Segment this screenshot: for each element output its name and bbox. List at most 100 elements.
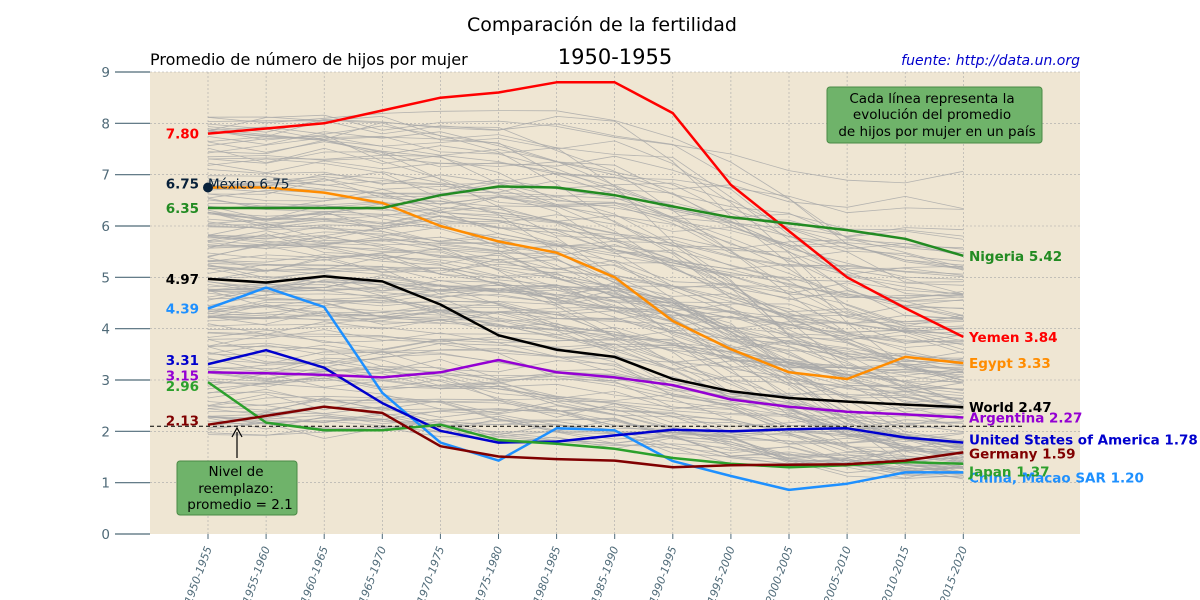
series-start-label: 4.97 <box>166 272 199 288</box>
background-country-line <box>207 211 964 250</box>
background-country-line <box>207 284 964 449</box>
background-country-line <box>207 135 964 214</box>
replacement-box: Nivel de reemplazo: promedio = 2.1 <box>176 426 298 516</box>
series-line-united-states-of-america <box>207 348 964 444</box>
background-country-line <box>207 357 964 455</box>
background-country-line <box>207 136 964 351</box>
background-country-line <box>207 283 964 346</box>
background-country-line <box>207 120 964 269</box>
background-country-line <box>207 115 964 384</box>
replacement-box-line: promedio = 2.1 <box>187 497 292 513</box>
x-tick-label: 1985-1990 <box>589 545 622 600</box>
x-tick-label: 1965-1970 <box>356 545 389 600</box>
background-country-line <box>207 265 964 448</box>
series-line-china-macao-sar <box>207 286 964 492</box>
background-country-line <box>207 215 964 271</box>
background-country-lines <box>207 110 964 480</box>
series-end-label: Nigeria 5.42 <box>969 249 1062 265</box>
series-start-label: 6.35 <box>166 201 199 217</box>
background-country-line <box>207 280 964 354</box>
background-country-line <box>207 236 964 457</box>
background-country-line <box>207 188 964 240</box>
series-line-japan <box>207 381 964 469</box>
x-tick-label: 2000-2005 <box>763 545 796 600</box>
highlighted-point-label: México 6.75 <box>208 177 290 193</box>
y-tick-label: 8 <box>101 116 110 132</box>
background-country-line <box>207 353 964 421</box>
background-country-line <box>207 292 964 348</box>
x-tick-label: 2015-2020 <box>937 545 970 600</box>
y-tick-label: 4 <box>101 322 110 338</box>
info-box-background <box>826 86 1043 144</box>
background-country-line <box>207 238 964 429</box>
background-country-line <box>207 231 964 446</box>
series-line-germany <box>207 405 964 469</box>
background-country-line <box>207 128 964 342</box>
background-country-line <box>207 264 964 307</box>
series-line-argentina <box>207 358 964 419</box>
background-country-line <box>207 293 964 337</box>
x-tick-label: 1975-1980 <box>473 545 506 600</box>
background-country-line <box>207 171 964 237</box>
background-country-line <box>207 196 964 330</box>
series-end-label: World 2.47 <box>969 400 1052 416</box>
background-country-line <box>207 160 964 209</box>
y-tick-label: 3 <box>101 373 110 389</box>
background-country-line <box>207 256 964 464</box>
series-line-yemen <box>207 81 964 339</box>
replacement-box-line: reemplazo: <box>198 481 274 497</box>
replacement-box-line: Nivel de <box>208 464 263 480</box>
highlighted-point-mexico <box>203 182 213 193</box>
background-country-line <box>207 222 964 443</box>
series-start-label: 2.13 <box>166 414 199 430</box>
background-country-line <box>207 141 964 286</box>
background-country-line <box>207 236 964 403</box>
background-country-line <box>207 257 964 390</box>
period-label: 1950-1955 <box>558 45 672 69</box>
background-country-line <box>207 139 964 317</box>
series-labels: 7.80 Yemen 3.84 Egypt 3.33 6.35 Nigeria 5.42… <box>166 127 1198 487</box>
background-country-line <box>207 326 964 376</box>
x-tick-label: 1950-1955 <box>182 545 215 600</box>
series-end-label: Japan 1.37 <box>968 465 1050 481</box>
background-country-line <box>207 280 964 455</box>
replacement-arrow-head <box>231 426 243 438</box>
series-line-egypt <box>208 186 964 381</box>
background-country-line <box>207 175 964 367</box>
x-tick-label: 2005-2010 <box>821 545 854 600</box>
background-country-line <box>207 221 964 299</box>
highlighted-series <box>207 81 964 492</box>
background-country-line <box>207 374 964 452</box>
background-country-line <box>207 173 964 266</box>
series-start-label: 7.80 <box>166 127 199 143</box>
series-end-label: China, Macao SAR 1.20 <box>969 470 1144 486</box>
info-box-line: evolución del promedio <box>853 107 1011 123</box>
chart-title: Comparación de la fertilidad <box>467 14 737 36</box>
background-country-line <box>207 114 964 184</box>
series-start-label: 3.15 <box>166 368 199 384</box>
series-line-nigeria <box>208 185 964 257</box>
background-country-line <box>207 227 964 330</box>
chart-subtitle: Promedio de número de hijos por mujer <box>150 50 468 69</box>
series-end-label: Germany 1.59 <box>969 446 1076 462</box>
background-country-line <box>207 154 964 371</box>
info-box-line: Cada línea representa la <box>849 91 1014 107</box>
background-country-line <box>207 301 964 361</box>
background-country-line <box>207 329 964 410</box>
background-country-line <box>207 415 964 468</box>
background-country-line <box>207 233 964 344</box>
y-tick-label: 9 <box>101 65 110 81</box>
y-tick-label: 2 <box>101 424 110 440</box>
y-tick-label: 6 <box>101 219 110 235</box>
series-start-label: 4.39 <box>166 302 199 318</box>
background-country-line <box>207 344 964 462</box>
background-country-line <box>207 311 964 366</box>
background-country-line <box>207 225 964 378</box>
highlighted-point-value: 6.75 <box>166 177 199 193</box>
x-tick-label: 1995-2000 <box>705 545 738 600</box>
x-tick-label: 1970-1975 <box>414 545 447 600</box>
background-country-line <box>207 135 964 320</box>
replacement-box-background <box>176 460 298 516</box>
background-country-line <box>207 242 964 362</box>
